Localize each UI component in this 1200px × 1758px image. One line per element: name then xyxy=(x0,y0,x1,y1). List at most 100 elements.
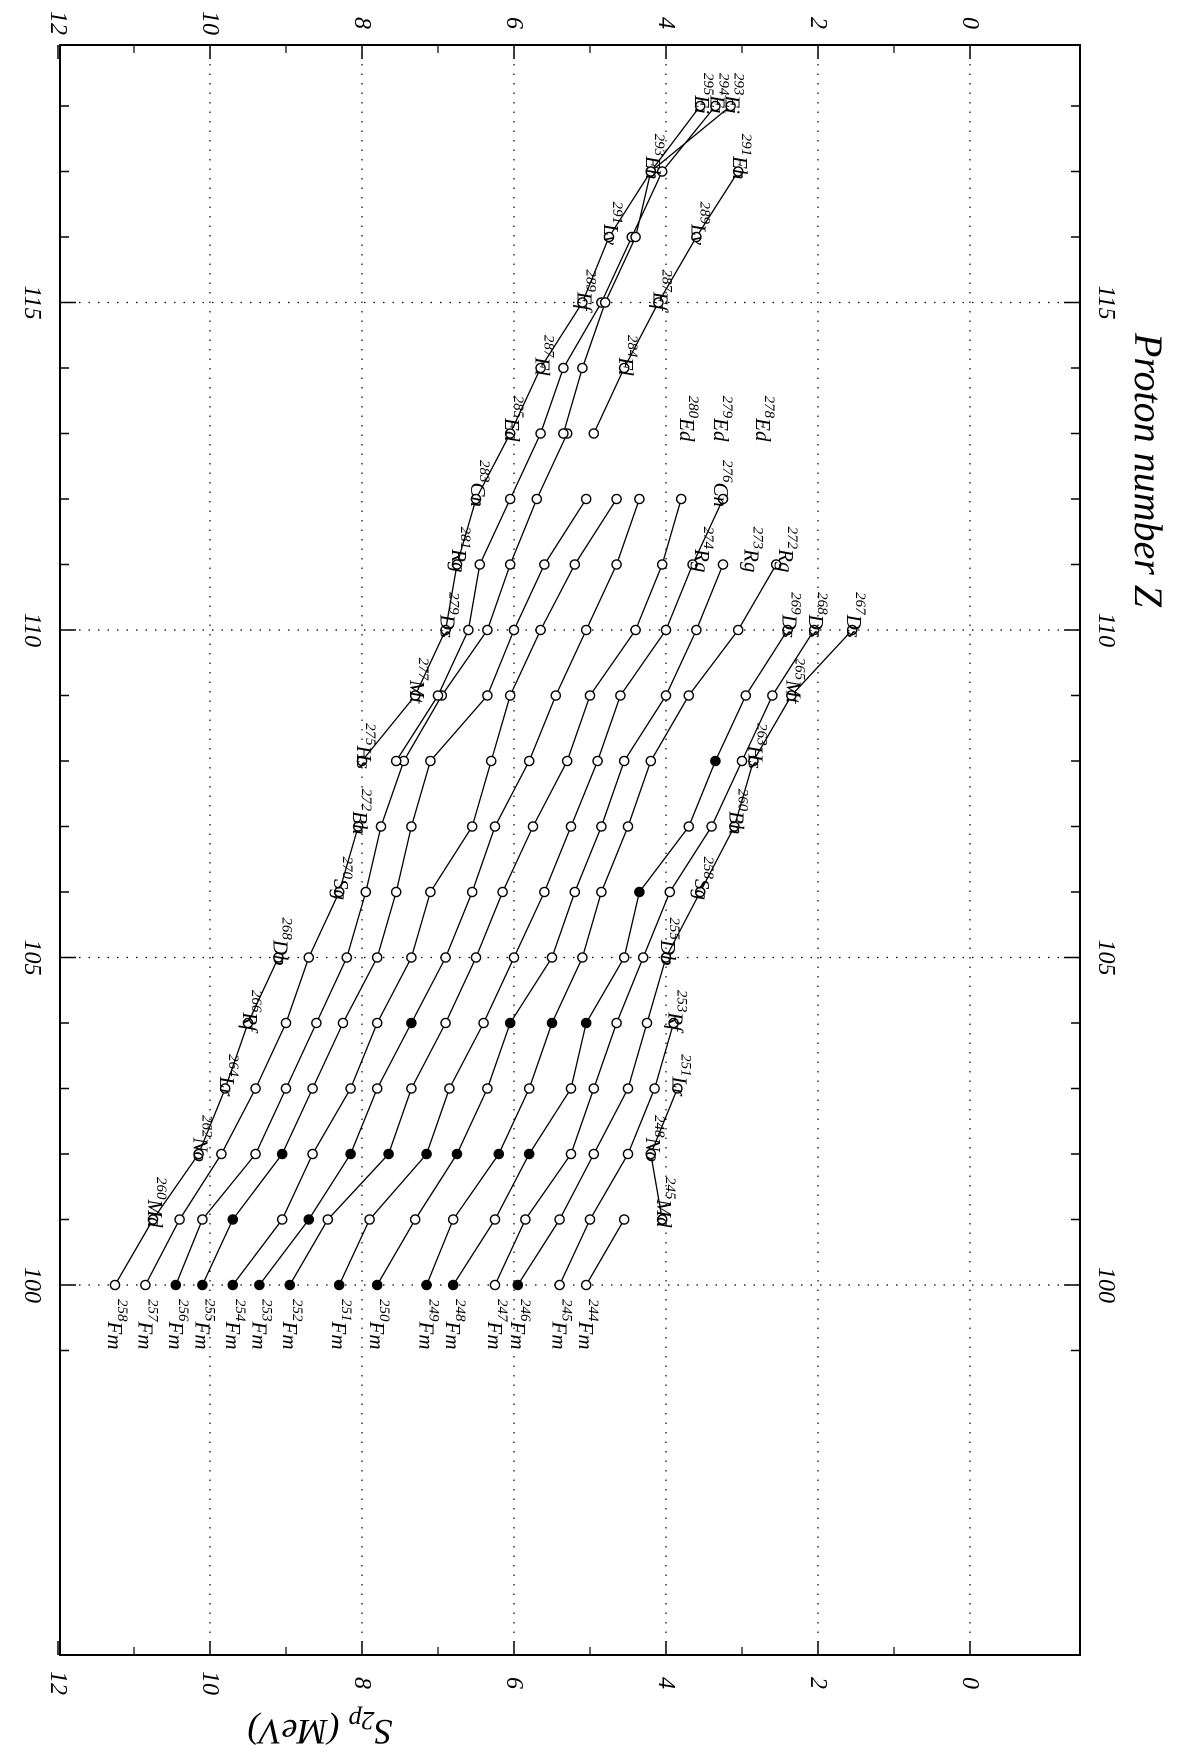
tick-label-bottom: 10 xyxy=(197,1671,223,1695)
label-mass: 250 xyxy=(376,1299,392,1322)
label-symbol: Fm xyxy=(506,1321,530,1350)
label-symbol: Ei xyxy=(705,94,729,114)
label-symbol: Ed xyxy=(500,417,524,442)
tick-label-right: 115 xyxy=(1093,285,1119,319)
open-point xyxy=(630,624,641,636)
y-axis-title-sub: 2p xyxy=(348,1706,374,1735)
open-point xyxy=(303,952,315,963)
open-point xyxy=(622,821,634,832)
series-19 xyxy=(558,100,736,439)
label-mass: 278 xyxy=(761,396,777,419)
label-symbol: Ed xyxy=(675,417,699,442)
label-symbol: Lr xyxy=(215,1076,239,1098)
open-point xyxy=(683,821,695,832)
tick-label-bottom: 0 xyxy=(957,1677,983,1689)
open-point xyxy=(371,1083,383,1094)
label-mass: 291 xyxy=(609,202,625,225)
open-point xyxy=(687,559,698,570)
label-symbol: Lv xyxy=(599,223,623,246)
tick-label-left: 100 xyxy=(19,1267,45,1303)
open-point xyxy=(630,231,641,243)
open-point xyxy=(691,231,702,243)
open-point xyxy=(216,1148,227,1160)
label-mass: 244 xyxy=(585,1299,601,1322)
label-symbol: Rg xyxy=(447,548,471,572)
isotope-label: 293Ei xyxy=(720,73,747,114)
open-point xyxy=(656,1214,668,1225)
y-axis-title-unit: (MeV) xyxy=(248,1712,349,1752)
label-mass: 260 xyxy=(153,1177,169,1200)
open-point xyxy=(409,690,421,701)
open-point xyxy=(432,690,444,701)
label-mass: 293 xyxy=(731,73,747,96)
y-axis-title-base: S xyxy=(374,1712,392,1752)
label-symbol: Fm xyxy=(548,1321,572,1350)
label-symbol: Rf xyxy=(238,1011,262,1034)
series-2 xyxy=(170,428,573,1291)
open-point xyxy=(356,755,368,767)
label-symbol: Sg xyxy=(690,879,714,900)
start-label: 255Fm xyxy=(190,1299,217,1350)
isotope-label: 253Rf xyxy=(663,990,690,1034)
series-16 xyxy=(356,100,706,767)
open-point xyxy=(592,755,603,767)
open-point xyxy=(569,559,581,570)
series-line xyxy=(425,564,777,1286)
label-symbol: Fm xyxy=(365,1321,389,1350)
open-point xyxy=(577,952,588,963)
open-point xyxy=(603,231,615,243)
label-mass: 295 xyxy=(701,73,717,96)
isotope-label: 255Db xyxy=(656,917,683,965)
start-label: 252Fm xyxy=(278,1299,305,1350)
open-point xyxy=(390,755,402,767)
open-point xyxy=(615,690,626,701)
label-mass: 281 xyxy=(457,527,473,550)
start-label: 250Fm xyxy=(365,1299,392,1350)
isotope-label: 279Ed xyxy=(709,396,736,442)
open-point xyxy=(280,1083,292,1094)
series-3 xyxy=(197,493,592,1291)
label-symbol: Rg xyxy=(690,548,714,572)
open-point xyxy=(554,1279,565,1291)
filled-point xyxy=(493,1148,505,1160)
tick-label-right: 110 xyxy=(1093,613,1119,647)
isotope-label: 275Hs xyxy=(352,723,379,769)
label-symbol: Fm xyxy=(103,1321,127,1350)
series-group xyxy=(109,100,858,1291)
open-point xyxy=(219,1083,231,1094)
open-point xyxy=(535,428,546,439)
open-point xyxy=(584,690,596,701)
filled-point xyxy=(451,1148,463,1160)
label-symbol: Fm xyxy=(221,1321,245,1350)
filled-point xyxy=(710,755,721,767)
label-mass: 287 xyxy=(541,335,557,359)
label-mass: 258 xyxy=(114,1299,130,1322)
label-symbol: Ds xyxy=(777,614,801,638)
label-mass: 255 xyxy=(201,1299,217,1322)
open-point xyxy=(425,755,436,767)
start-label: 247Fm xyxy=(483,1299,510,1350)
series-14 xyxy=(580,1214,630,1291)
label-mass: 245 xyxy=(663,1177,679,1200)
isotope-label: 283Cn xyxy=(466,460,493,507)
open-point xyxy=(470,493,482,505)
open-point xyxy=(767,690,778,701)
open-point xyxy=(611,559,622,570)
isotope-label: 262No xyxy=(188,1115,215,1162)
open-point xyxy=(660,624,672,636)
open-point xyxy=(280,1017,292,1029)
open-point xyxy=(535,362,546,374)
open-point xyxy=(539,559,550,570)
isotope-label: 266Rf xyxy=(238,990,265,1034)
label-mass: 246 xyxy=(517,1299,533,1322)
label-symbol: Fm xyxy=(415,1321,439,1350)
label-symbol: Ds xyxy=(842,614,866,638)
open-point xyxy=(504,428,516,439)
label-symbol: Rg xyxy=(774,548,798,572)
isotope-label: 276Cn xyxy=(709,460,736,507)
series-18 xyxy=(588,166,744,439)
tick-label-bottom: 2 xyxy=(805,1677,831,1689)
label-mass: 270 xyxy=(340,857,356,880)
filled-point xyxy=(371,1279,383,1291)
label-mass: 279 xyxy=(720,396,736,419)
